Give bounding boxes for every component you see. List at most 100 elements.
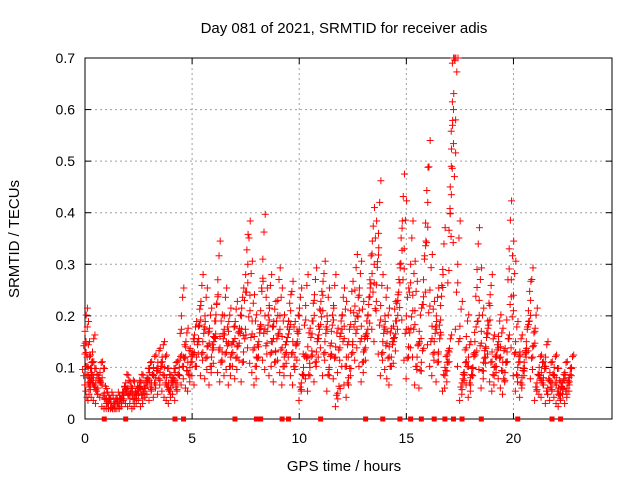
data-point	[182, 343, 190, 351]
data-point	[389, 322, 397, 330]
data-point	[270, 322, 278, 330]
data-point	[101, 364, 109, 372]
data-point	[423, 187, 431, 195]
zero-point	[459, 416, 465, 422]
data-point	[553, 351, 561, 359]
data-point	[88, 348, 96, 356]
data-point	[161, 353, 169, 361]
data-point	[453, 362, 461, 370]
data-point	[473, 347, 481, 355]
data-point	[405, 284, 413, 292]
data-point	[356, 270, 364, 278]
data-point	[410, 270, 418, 278]
data-point	[134, 396, 142, 404]
data-point	[477, 327, 485, 335]
data-point	[542, 353, 550, 361]
data-point	[149, 393, 157, 401]
data-point	[241, 335, 249, 343]
data-point	[275, 329, 283, 337]
data-point	[537, 369, 545, 377]
zero-point	[318, 416, 324, 422]
data-point	[261, 312, 269, 320]
data-point	[342, 393, 350, 401]
data-point	[143, 390, 151, 398]
data-point	[450, 90, 458, 98]
zero-point	[549, 416, 555, 422]
data-point	[531, 339, 539, 347]
data-point	[187, 358, 195, 366]
data-point	[560, 375, 568, 383]
data-point	[416, 367, 424, 375]
data-point	[182, 353, 190, 361]
data-point	[294, 329, 302, 337]
data-point	[317, 321, 325, 329]
data-point	[227, 304, 235, 312]
zero-point	[431, 416, 437, 422]
data-point	[129, 395, 137, 403]
data-point	[514, 318, 522, 326]
data-point	[546, 396, 554, 404]
data-point	[487, 281, 495, 289]
data-point	[445, 348, 453, 356]
data-point	[169, 390, 177, 398]
data-point	[459, 375, 467, 383]
data-point	[443, 378, 451, 386]
data-point	[348, 287, 356, 295]
data-point	[444, 358, 452, 366]
data-point	[497, 343, 505, 351]
data-point	[310, 378, 318, 386]
data-point	[184, 367, 192, 375]
data-point	[473, 265, 481, 273]
data-point	[452, 116, 460, 124]
data-point	[379, 271, 387, 279]
data-point	[550, 363, 558, 371]
data-point	[512, 348, 520, 356]
data-point	[550, 393, 558, 401]
data-point	[523, 325, 531, 333]
data-point	[336, 344, 344, 352]
data-point	[264, 321, 272, 329]
data-point	[383, 375, 391, 383]
data-point	[367, 280, 375, 288]
data-point	[330, 354, 338, 362]
data-point	[278, 381, 286, 389]
data-point	[384, 354, 392, 362]
data-point	[415, 384, 423, 392]
data-point	[528, 365, 536, 373]
data-point	[300, 321, 308, 329]
data-point	[265, 372, 273, 380]
data-point	[199, 348, 207, 356]
data-point	[118, 391, 126, 399]
data-point	[536, 375, 544, 383]
data-point	[289, 277, 297, 285]
data-point	[522, 353, 530, 361]
data-point	[239, 331, 247, 339]
data-point	[383, 327, 391, 335]
data-point	[514, 372, 522, 380]
data-point	[219, 329, 227, 337]
chart-title: Day 081 of 2021, SRMTID for receiver adi…	[201, 20, 488, 37]
data-point	[512, 257, 520, 265]
data-point	[499, 324, 507, 332]
data-point	[84, 318, 92, 326]
data-point	[96, 369, 104, 377]
data-point	[315, 325, 323, 333]
data-point	[344, 353, 352, 361]
data-point	[309, 317, 317, 325]
data-point	[464, 393, 472, 401]
data-point	[410, 325, 418, 333]
data-point	[522, 338, 530, 346]
data-point	[520, 358, 528, 366]
data-point	[562, 359, 570, 367]
data-point	[432, 378, 440, 386]
data-point	[131, 378, 139, 386]
data-point	[413, 353, 421, 361]
data-point	[280, 372, 288, 380]
data-point	[338, 312, 346, 320]
data-point	[94, 384, 102, 392]
data-point	[98, 381, 106, 389]
data-point	[551, 353, 559, 361]
data-point	[244, 279, 252, 287]
data-point	[161, 338, 169, 346]
data-point	[448, 164, 456, 172]
